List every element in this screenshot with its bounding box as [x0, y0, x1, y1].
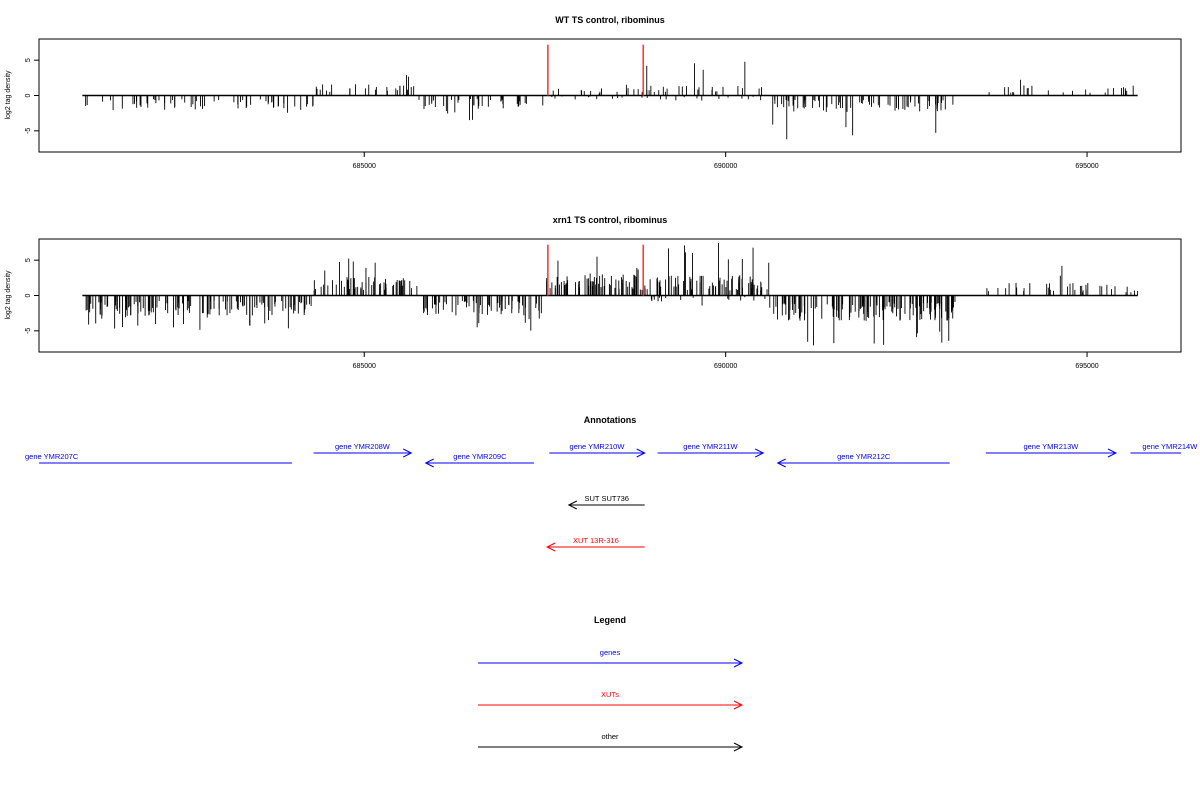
annotation-arrowhead — [776, 458, 786, 468]
x-tick-label: 685000 — [353, 163, 376, 170]
y-axis-label: log2 tag density — [5, 70, 12, 120]
annotation-arrowhead — [755, 448, 765, 458]
x-tick-label: 690000 — [714, 363, 737, 370]
annotation-label: gene YMR211W — [683, 442, 738, 451]
annotation-label: gene YMR212C — [837, 452, 891, 461]
annotation-label: SUT SUT736 — [585, 494, 629, 503]
annotation-arrowhead — [545, 542, 556, 552]
y-tick-label: 0 — [25, 293, 32, 297]
y-axis: -5 0 5 — [25, 58, 39, 134]
annotation-label: gene YMR214W — [1142, 442, 1198, 451]
y-tick-label: 5 — [25, 258, 32, 262]
annotation-arrowhead — [567, 500, 578, 510]
legend-items: genes XUTs other — [478, 648, 744, 752]
legend-item-other: other — [478, 732, 744, 752]
legend-item-XUTs: XUTs — [478, 690, 744, 710]
annotation-arrowhead — [636, 448, 646, 458]
annotation-label: XUT 13R-316 — [573, 536, 619, 545]
annotation-arrowhead — [1107, 448, 1118, 458]
legend-title: Legend — [594, 615, 626, 625]
highlight-markers — [547, 44, 645, 96]
annotation-label: gene YMR210W — [570, 442, 626, 451]
y-axis: -5 0 5 — [25, 258, 39, 334]
annotation-feature: gene YMR213W — [985, 442, 1118, 458]
panel-title: xrn1 TS control, ribominus — [553, 215, 668, 225]
x-axis: 685000 690000 695000 — [353, 152, 1099, 170]
y-tick-label: -5 — [25, 328, 32, 334]
annotation-arrowhead — [403, 448, 413, 458]
legend: Legend genes XUTs other — [478, 615, 744, 752]
annotation-feature: gene YMR211W — [657, 442, 765, 458]
highlight-markers — [547, 244, 645, 296]
legend-label: XUTs — [601, 690, 619, 699]
legend-arrowhead — [733, 700, 744, 710]
annotations-title: Annotations — [584, 415, 637, 425]
x-tick-label: 695000 — [1075, 363, 1098, 370]
annotation-label: gene YMR209C — [453, 452, 507, 461]
wt-coverage-panel: WT TS control, ribominus log2 tag densit… — [5, 15, 1182, 170]
annotation-feature: gene YMR207C — [25, 452, 292, 464]
annotation-label: gene YMR208W — [335, 442, 391, 451]
annotation-arrowhead — [424, 458, 434, 468]
legend-label: other — [601, 732, 619, 741]
x-tick-label: 690000 — [714, 163, 737, 170]
legend-arrowhead — [733, 742, 744, 752]
annotation-items: gene YMR207C gene YMR208W gene YMR209C gene… — [25, 442, 1198, 552]
y-tick-label: 0 — [25, 93, 32, 97]
x-axis: 685000 690000 695000 — [353, 352, 1099, 370]
coverage-bars — [82, 243, 1139, 346]
annotation-feature: gene YMR210W — [549, 442, 646, 458]
legend-arrowhead — [733, 658, 744, 668]
panel-title: WT TS control, ribominus — [555, 15, 665, 25]
annotation-feature: XUT 13R-316 — [545, 536, 645, 552]
annotation-label: gene YMR207C — [25, 452, 79, 461]
annotation-label: gene YMR213W — [1023, 442, 1079, 451]
annotation-feature: gene YMR208W — [313, 442, 413, 458]
xrn1-coverage-panel: xrn1 TS control, ribominus log2 tag dens… — [5, 215, 1182, 370]
x-tick-label: 695000 — [1075, 163, 1098, 170]
annotation-feature: SUT SUT736 — [567, 494, 645, 510]
y-tick-label: 5 — [25, 58, 32, 62]
legend-item-genes: genes — [478, 648, 744, 668]
x-tick-label: 685000 — [353, 363, 376, 370]
annotation-feature: gene YMR212C — [776, 452, 950, 468]
y-axis-label: log2 tag density — [5, 270, 12, 320]
coverage-bars — [82, 61, 1138, 140]
annotation-feature: gene YMR214W — [1130, 442, 1198, 454]
legend-label: genes — [600, 648, 621, 657]
y-tick-label: -5 — [25, 128, 32, 134]
annotation-feature: gene YMR209C — [424, 452, 535, 468]
